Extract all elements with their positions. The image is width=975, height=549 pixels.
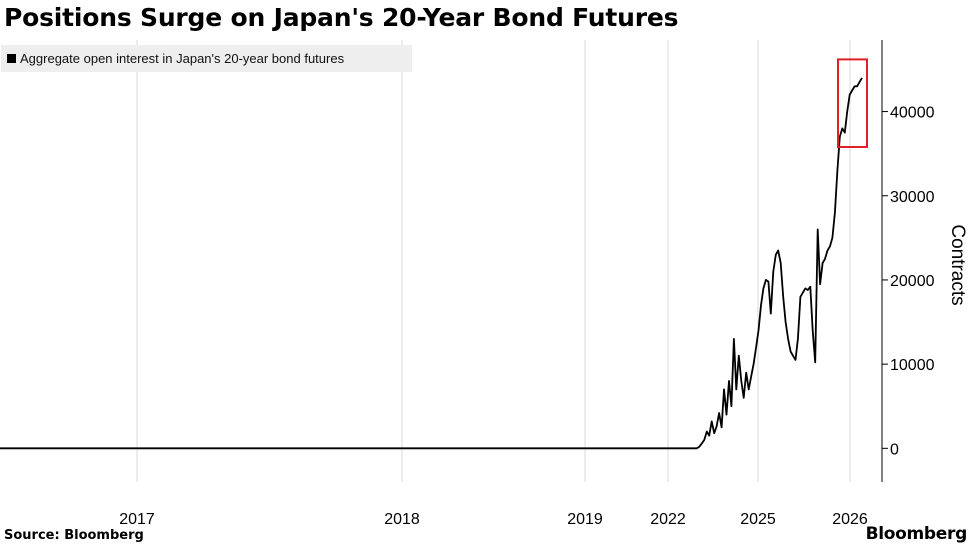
x-tick-label: 2022	[650, 511, 686, 528]
x-tick-label: 2019	[567, 511, 603, 528]
x-axis: 2017 2018 2019 2022 2025 2026	[119, 511, 868, 528]
y-tick-label: 30000	[890, 189, 935, 206]
y-tick-label: 10000	[890, 357, 935, 374]
x-tick-label: 2017	[119, 511, 155, 528]
highlight-box	[837, 58, 868, 148]
chart-title: Positions Surge on Japan's 20-Year Bond …	[4, 3, 679, 32]
source-note: Source: Bloomberg	[4, 528, 144, 543]
y-tick-label: 40000	[890, 105, 935, 122]
y-tick-label: 20000	[890, 273, 935, 290]
series-line	[0, 77, 863, 450]
grid-lines	[136, 40, 851, 482]
y-tick-label: 0	[890, 441, 899, 458]
x-tick-label: 2025	[740, 511, 776, 528]
x-tick-label: 2018	[384, 511, 420, 528]
legend-label: Aggregate open interest in Japan's 20-ye…	[20, 51, 345, 66]
bloomberg-logo: Bloomberg	[865, 524, 968, 544]
legend-swatch	[7, 54, 16, 63]
legend-background	[1, 45, 412, 72]
y-axis-label: Contracts	[947, 224, 968, 305]
x-tick-label: 2026	[832, 511, 868, 528]
legend: Aggregate open interest in Japan's 20-ye…	[1, 45, 412, 72]
y-axis: 0 10000 20000 30000 40000	[881, 40, 935, 482]
